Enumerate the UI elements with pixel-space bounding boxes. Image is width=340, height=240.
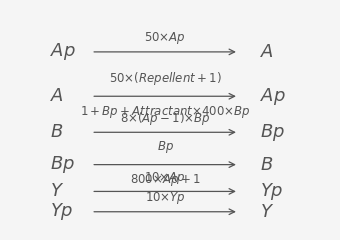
Text: $Yp$: $Yp$ xyxy=(260,181,284,202)
Text: $B$: $B$ xyxy=(50,123,64,141)
Text: $1+Bp+Attractant{\times}400{\times}Bp$: $1+Bp+Attractant{\times}400{\times}Bp$ xyxy=(80,104,250,120)
Text: $Bp$: $Bp$ xyxy=(260,122,285,143)
Text: $Yp$: $Yp$ xyxy=(50,201,74,222)
Text: $8{\times}(Ap-1){\times}Bp$: $8{\times}(Ap-1){\times}Bp$ xyxy=(120,110,210,127)
Text: $Ap$: $Ap$ xyxy=(260,86,286,107)
Text: $B$: $B$ xyxy=(260,156,273,174)
Text: $50{\times}(Repellent+1)$: $50{\times}(Repellent+1)$ xyxy=(109,70,221,87)
Text: $Y$: $Y$ xyxy=(260,203,274,221)
Text: $A$: $A$ xyxy=(50,87,65,105)
Text: $10{\times}Yp$: $10{\times}Yp$ xyxy=(144,190,186,206)
Text: $A$: $A$ xyxy=(260,43,274,61)
Text: $Y$: $Y$ xyxy=(50,182,65,200)
Text: $10{\times}Ap$: $10{\times}Ap$ xyxy=(144,170,186,186)
Text: $Ap$: $Ap$ xyxy=(50,41,76,62)
Text: $800{\times}Ap+1$: $800{\times}Ap+1$ xyxy=(130,172,200,188)
Text: $50{\times}Ap$: $50{\times}Ap$ xyxy=(144,30,186,46)
Text: $Bp$: $Bp$ xyxy=(156,139,173,155)
Text: $Bp$: $Bp$ xyxy=(50,154,75,175)
